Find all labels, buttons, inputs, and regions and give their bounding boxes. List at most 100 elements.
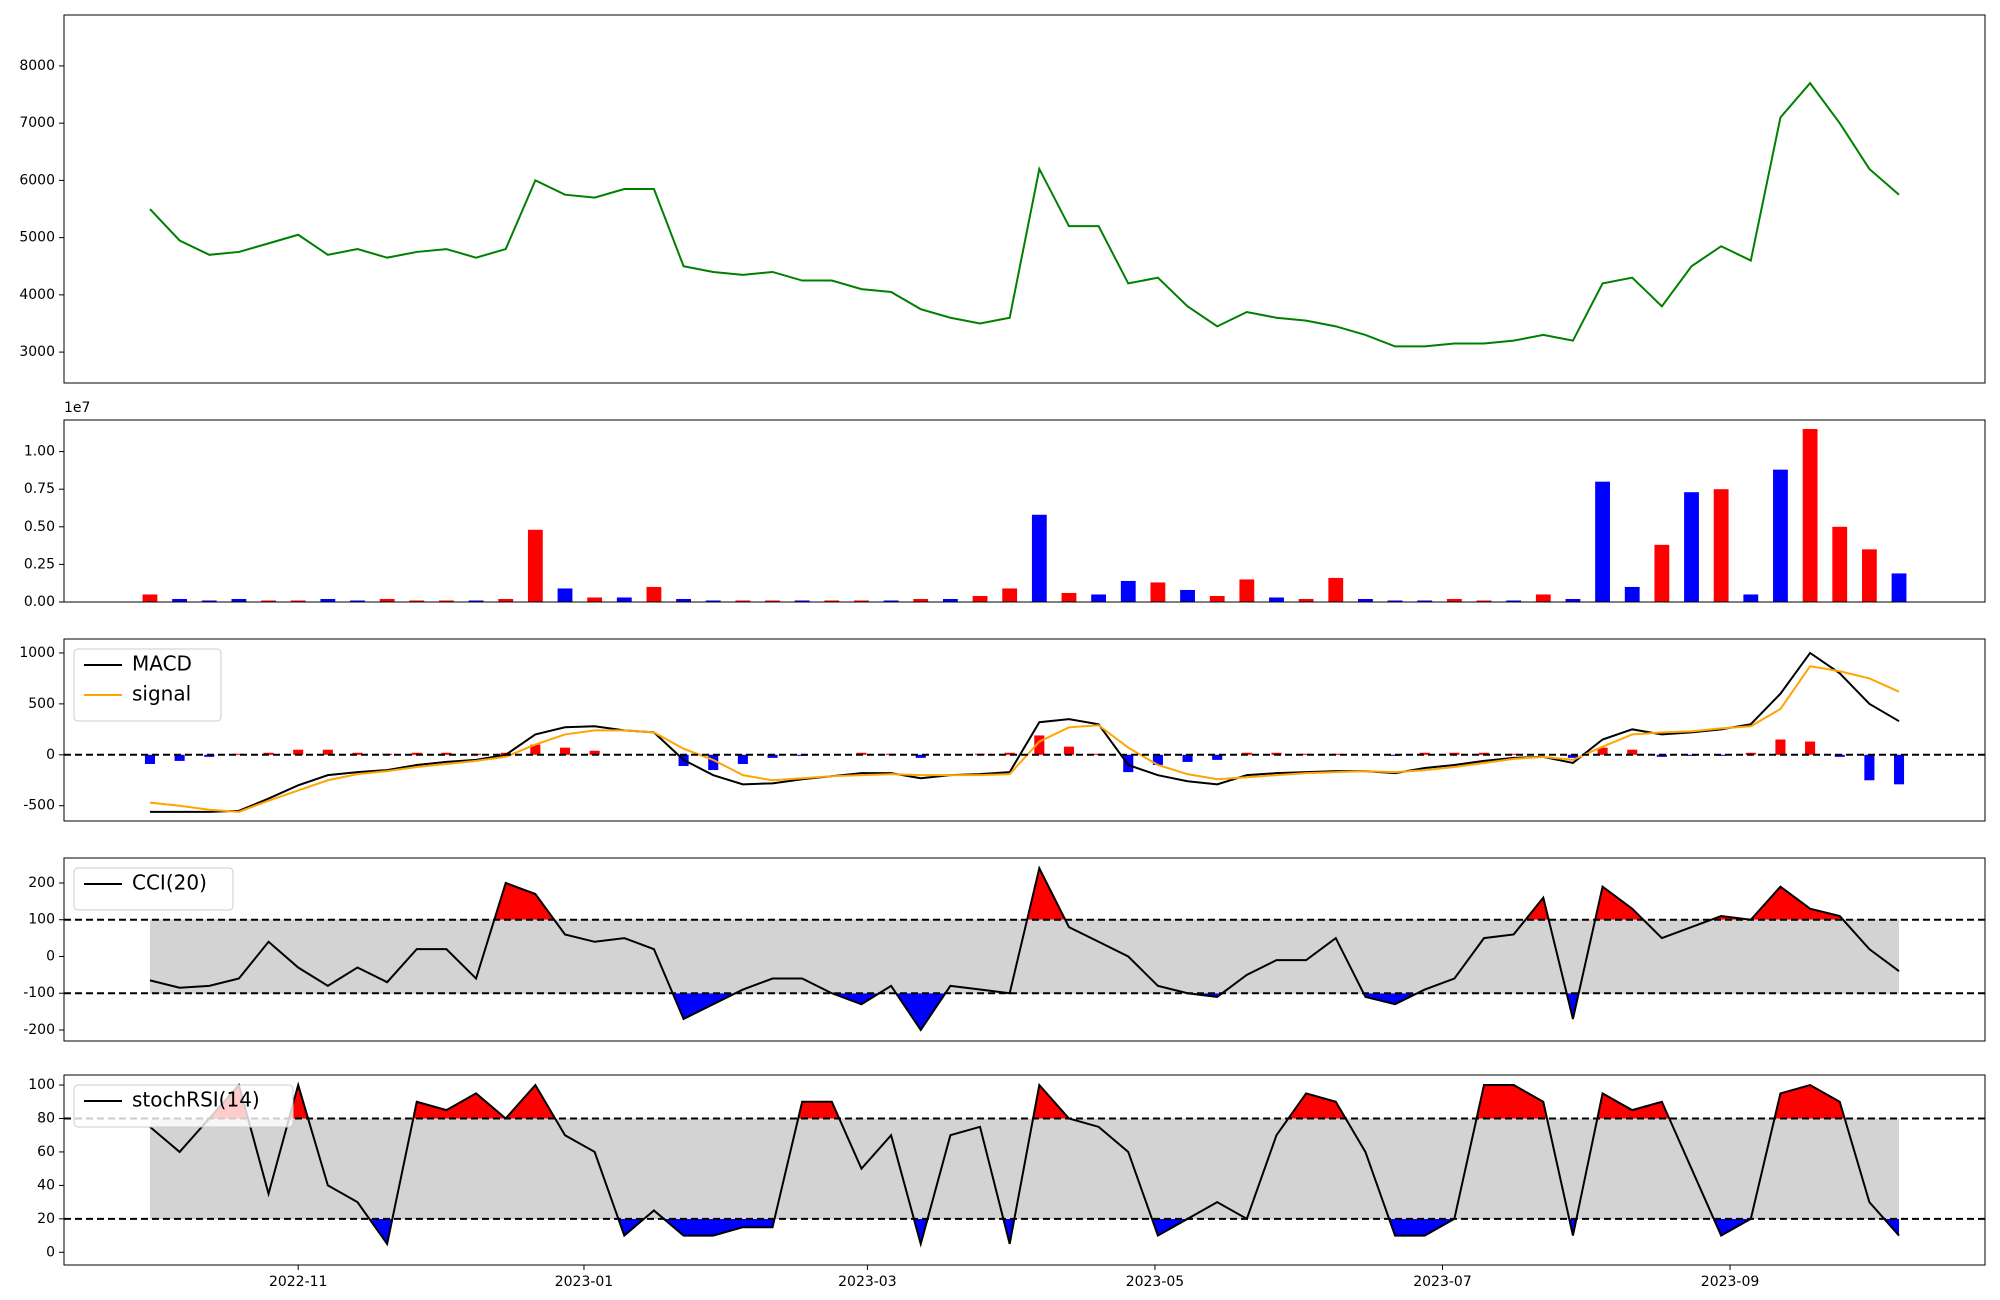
volume-bar (1595, 481, 1610, 602)
histogram-bar (1152, 754, 1163, 765)
volume-bar (201, 600, 217, 602)
volume-bar (557, 588, 573, 602)
histogram-bar (708, 754, 719, 771)
histogram-bar (1716, 754, 1727, 756)
histogram-bar (1805, 741, 1816, 755)
volume-bar (1298, 598, 1314, 602)
plot-area (64, 1081, 1985, 1248)
y-tick-label: -100 (23, 985, 55, 1001)
histogram-bar (352, 752, 363, 755)
histogram-bar (737, 754, 748, 764)
y-tick-label: 4000 (19, 287, 55, 303)
y-tick-label: 8000 (19, 58, 55, 74)
volume-bar (439, 600, 454, 602)
x-tick-label: 2023-09 (1701, 1274, 1760, 1290)
plot-area (149, 81, 1900, 348)
volume-bar (527, 529, 543, 602)
histogram-bar (1775, 739, 1786, 755)
frame (63, 1074, 1986, 1266)
volume-bar (1120, 580, 1136, 602)
histogram-bar (1004, 752, 1015, 755)
volume-bar (1417, 600, 1433, 602)
histogram-bar (322, 749, 333, 755)
y-tick-label: 0.50 (24, 519, 55, 535)
volume-bar (1328, 577, 1344, 602)
volume-bar (1002, 588, 1018, 602)
volume-bar (883, 600, 899, 602)
volume-bar (1476, 600, 1492, 602)
histogram-bar (1034, 735, 1045, 755)
volume-bar (735, 600, 751, 602)
frame (63, 419, 1986, 603)
histogram-bar (1686, 754, 1697, 756)
histogram-bar (767, 754, 778, 758)
histogram-bar (1182, 754, 1193, 762)
legend-box (73, 648, 222, 722)
volume-bar (1535, 594, 1551, 602)
y-tick-label: 0.75 (24, 481, 55, 497)
series-line (149, 865, 1900, 1032)
histogram-bar (263, 752, 274, 755)
volume-bar (468, 600, 484, 602)
volume-bar (1713, 489, 1729, 602)
plot-area (64, 651, 1985, 813)
x-tick-label: 2022-11 (269, 1274, 328, 1290)
y-offset-label: 1e7 (64, 400, 90, 416)
y-tick-label: 500 (28, 696, 55, 712)
histogram-bar (1419, 752, 1430, 755)
volume-bar (1091, 594, 1107, 602)
volume-bar (1832, 526, 1848, 602)
histogram-bar (1063, 746, 1075, 755)
volume-bar (1861, 549, 1877, 602)
panel: 0 20 40 60 80 100 2022-11 2023-01 2023-03 2023-05… (28, 1074, 1986, 1290)
volume-bar (1743, 594, 1759, 602)
volume-bar (231, 598, 247, 602)
panel: -200 -100 0 100 200 CCI(20) (23, 857, 1986, 1042)
volume-bar (587, 597, 603, 602)
legend-label: CCI(20) (132, 871, 207, 895)
y-tick-label: 1000 (19, 645, 55, 661)
volume-bar (350, 600, 365, 602)
volume-bar (1150, 582, 1166, 602)
y-tick-label: 100 (28, 912, 55, 928)
series-line (149, 1081, 1900, 1248)
volume-bar (676, 598, 691, 602)
volume-bar (705, 600, 721, 602)
volume-bar (261, 600, 276, 602)
volume-bar (972, 595, 988, 602)
legend-box (73, 867, 234, 911)
y-tick-label: 100 (28, 1077, 55, 1093)
histogram-bar (1864, 754, 1875, 781)
histogram-bar (530, 744, 541, 755)
threshold-fill (149, 1218, 1900, 1244)
frame (63, 638, 1986, 822)
histogram-bar (1834, 754, 1845, 757)
plot-area (64, 865, 1985, 1032)
volume-bar (1446, 598, 1462, 602)
volume-bar (1624, 586, 1640, 602)
y-tick-label: 5000 (19, 230, 55, 246)
histogram-bar (441, 752, 452, 755)
legend-box (73, 1084, 294, 1128)
y-tick-label: 60 (37, 1144, 55, 1160)
legend-label: signal (132, 682, 191, 706)
volume-bar (1209, 595, 1225, 602)
histogram-bar (559, 747, 571, 755)
volume-bar (1773, 469, 1788, 602)
plot-area (142, 429, 1907, 602)
y-tick-label: 0.25 (24, 556, 55, 572)
histogram-bar (589, 750, 600, 755)
y-tick-label: 3000 (19, 344, 55, 360)
volume-bar (854, 600, 869, 602)
y-tick-label: 1.00 (24, 444, 55, 460)
y-tick-label: 0.00 (24, 594, 55, 610)
volume-bar (1358, 598, 1373, 602)
volume-bar (942, 598, 958, 602)
histogram-bar (1893, 754, 1905, 785)
histogram-bar (1656, 754, 1667, 757)
frame (63, 14, 1986, 384)
volume-bar (1061, 592, 1077, 602)
histogram-bar (1449, 752, 1460, 755)
histogram-bar (233, 753, 244, 755)
histogram-bar (1567, 754, 1578, 758)
